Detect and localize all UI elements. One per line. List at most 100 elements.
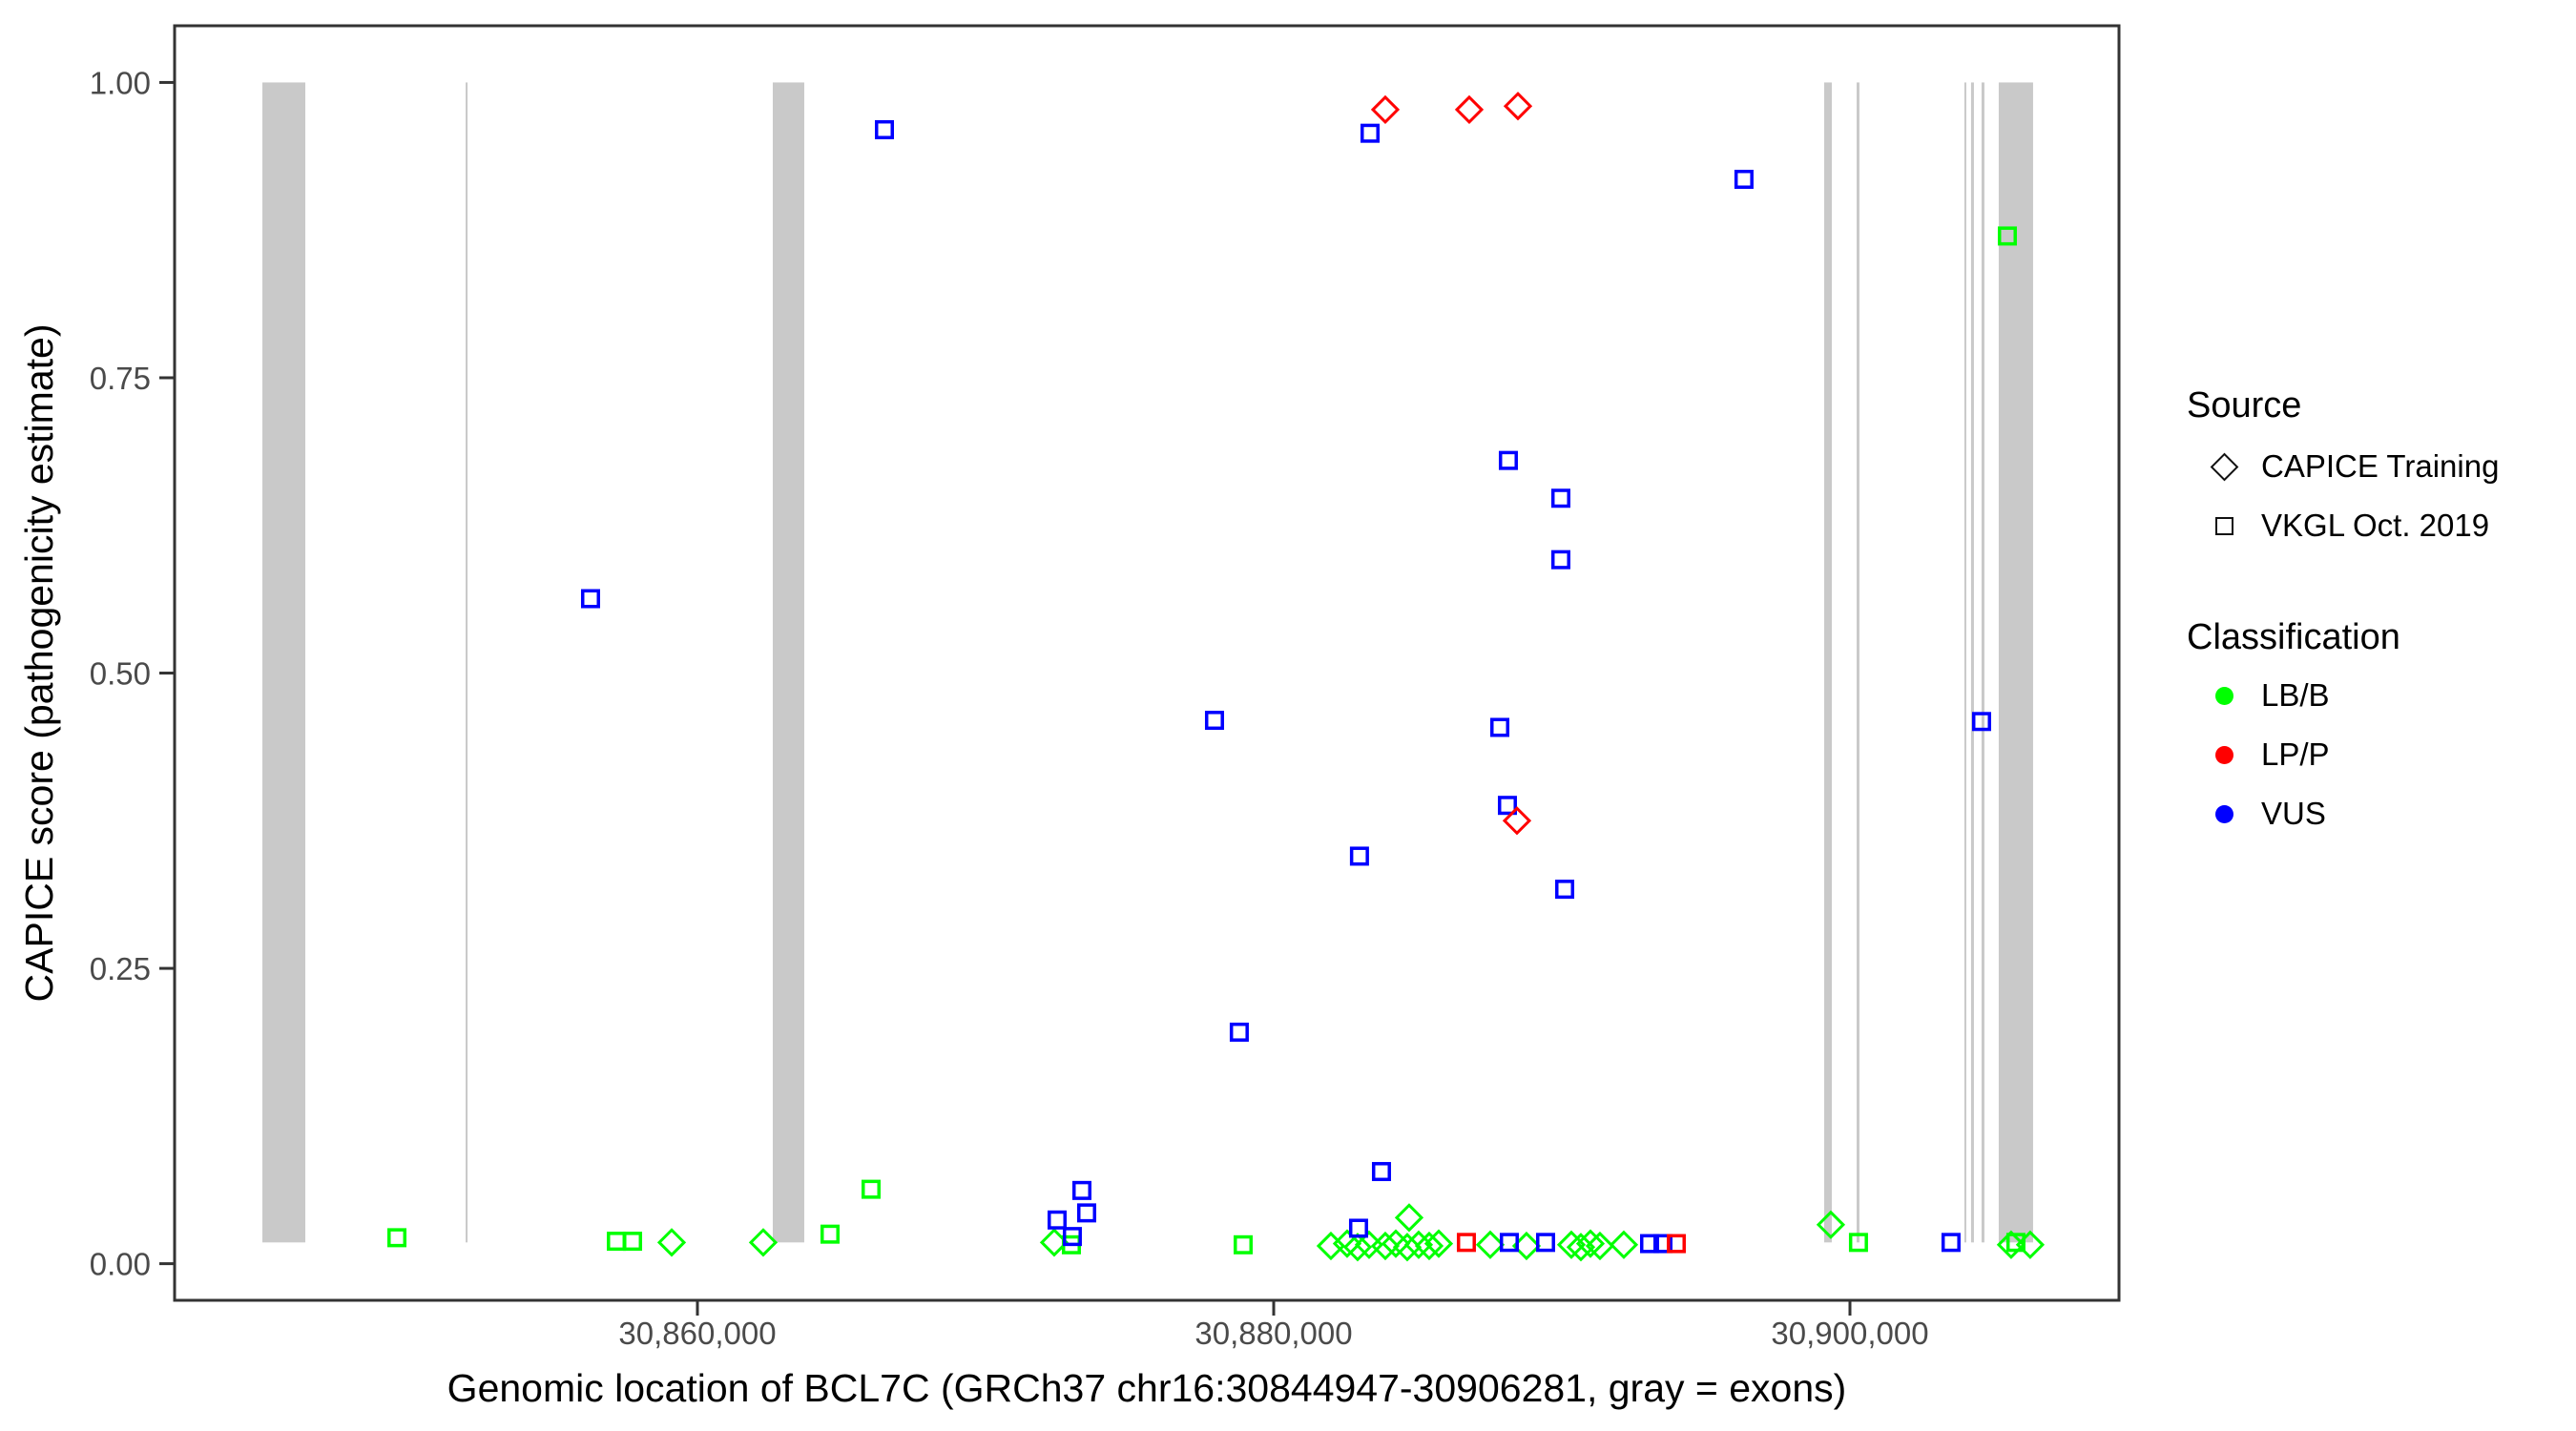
data-point-square <box>1734 169 1754 189</box>
y-tick-label: 1.00 <box>90 65 151 100</box>
data-point-square <box>1498 450 1518 470</box>
exon-bar <box>1998 82 2033 1243</box>
data-point-diamond <box>1039 1228 1070 1257</box>
data-point-square <box>1077 1203 1097 1223</box>
data-point-square <box>1997 226 2017 246</box>
legend-source-title: Source <box>2187 385 2302 425</box>
data-point-square <box>1047 1210 1067 1230</box>
data-point-square <box>1229 1022 1249 1042</box>
exon-bar <box>1970 82 1974 1243</box>
data-point-square <box>607 1232 627 1252</box>
data-point-square <box>1666 1234 1686 1254</box>
data-point-diamond <box>1503 92 1533 121</box>
data-point-diamond <box>2015 1230 2046 1259</box>
data-point-square <box>1555 880 1575 900</box>
data-point-square <box>1233 1234 1253 1255</box>
data-point-diamond <box>1454 94 1485 125</box>
data-point-diamond <box>1585 1231 1615 1261</box>
data-point-square <box>1639 1234 1659 1254</box>
y-axis: 0.00 0.25 0.50 0.75 1.00 <box>90 65 175 1282</box>
data-point-diamond <box>1575 1229 1606 1258</box>
data-point-square <box>875 119 895 139</box>
data-point-diamond <box>1423 1229 1454 1258</box>
data-point-square <box>1971 712 1991 732</box>
data-point-square <box>1497 796 1517 816</box>
exon-bar <box>1856 82 1859 1243</box>
data-point-square <box>1071 1180 1091 1200</box>
legend-item-vkgl: VKGL Oct. 2019 <box>2187 496 2499 555</box>
legend-item-lbb: LB/B <box>2187 666 2499 725</box>
plot-panel-border <box>173 24 2121 1302</box>
exon-bar <box>1823 82 1832 1243</box>
data-point-diamond <box>1370 1231 1401 1261</box>
y-tick-label: 0.75 <box>90 361 151 396</box>
square-key-icon <box>2214 516 2233 535</box>
data-point-square <box>1848 1233 1868 1253</box>
y-tick-label: 0.25 <box>90 951 151 986</box>
data-point-diamond <box>656 1228 687 1257</box>
legend: Source CAPICE Training VKGL Oct. 2019 Cl… <box>2187 384 2499 843</box>
data-point-square <box>387 1228 407 1248</box>
x-axis-title: Genomic location of BCL7C (GRCh37 chr16:… <box>447 1366 1847 1410</box>
x-axis: 30,860,000 30,880,000 30,900,000 <box>618 1300 1929 1351</box>
data-point-square <box>1652 1234 1672 1254</box>
data-point-diamond <box>748 1228 779 1257</box>
data-point-diamond <box>1414 1231 1444 1261</box>
data-point-square <box>861 1179 881 1199</box>
exon-bar <box>466 82 468 1243</box>
exon-bar <box>262 82 306 1243</box>
vus-dot-icon <box>2214 804 2233 823</box>
data-point-square <box>1204 711 1224 731</box>
data-point-square <box>1371 1162 1391 1182</box>
legend-item-vus: VUS <box>2187 784 2499 843</box>
data-point-square <box>820 1224 840 1244</box>
data-point-square <box>1499 1233 1519 1253</box>
x-tick-label: 30,900,000 <box>1771 1316 1928 1351</box>
data-point-diamond <box>1403 1230 1434 1259</box>
lbb-dot-icon <box>2214 686 2233 705</box>
data-point-square <box>2005 1233 2025 1253</box>
data-point-square <box>1360 123 1380 143</box>
x-tick-label: 30,860,000 <box>618 1316 776 1351</box>
legend-item-capice-training: CAPICE Training <box>2187 437 2499 496</box>
data-point-diamond <box>1475 1230 1506 1259</box>
data-point-diamond <box>1392 1233 1423 1262</box>
data-point-diamond <box>1502 806 1532 836</box>
data-point-diamond <box>1370 94 1401 125</box>
data-point-diamond <box>1816 1210 1846 1239</box>
data-point-square <box>580 589 600 609</box>
legend-item-label: LB/B <box>2261 677 2330 713</box>
legend-item-label: CAPICE Training <box>2261 448 2500 484</box>
data-point-square <box>1490 717 1510 737</box>
exon-bar <box>772 82 804 1243</box>
data-point-diamond <box>1316 1231 1346 1261</box>
data-point-square <box>1349 846 1369 866</box>
data-point-square <box>623 1232 643 1252</box>
data-point-square <box>1535 1233 1555 1253</box>
y-axis-title: CAPICE score (pathogenicity estimate) <box>17 324 61 1003</box>
data-point-square <box>1550 488 1570 508</box>
data-point-square <box>1941 1233 1961 1253</box>
data-point-diamond <box>1394 1203 1424 1233</box>
lpp-dot-icon <box>2214 745 2233 764</box>
exon-bars <box>262 82 2033 1243</box>
y-tick-label: 0.00 <box>90 1247 151 1282</box>
diamond-key-icon <box>2210 452 2238 481</box>
data-point-diamond <box>1996 1230 2026 1259</box>
legend-item-label: VUS <box>2261 796 2326 831</box>
legend-item-label: VKGL Oct. 2019 <box>2261 508 2490 543</box>
legend-classification-title: Classification <box>2187 617 2400 657</box>
data-point-square <box>1456 1233 1476 1253</box>
exon-bar <box>1981 82 1984 1243</box>
data-point-diamond <box>1342 1233 1373 1262</box>
y-tick-label: 0.50 <box>90 656 151 692</box>
legend-item-label: LP/P <box>2261 736 2330 772</box>
data-point-square <box>1062 1227 1082 1247</box>
exon-bar <box>1963 82 1966 1243</box>
data-point-square <box>1348 1218 1368 1238</box>
data-point-diamond <box>1332 1229 1362 1258</box>
x-tick-label: 30,880,000 <box>1195 1316 1352 1351</box>
data-point-diamond <box>1609 1230 1639 1259</box>
